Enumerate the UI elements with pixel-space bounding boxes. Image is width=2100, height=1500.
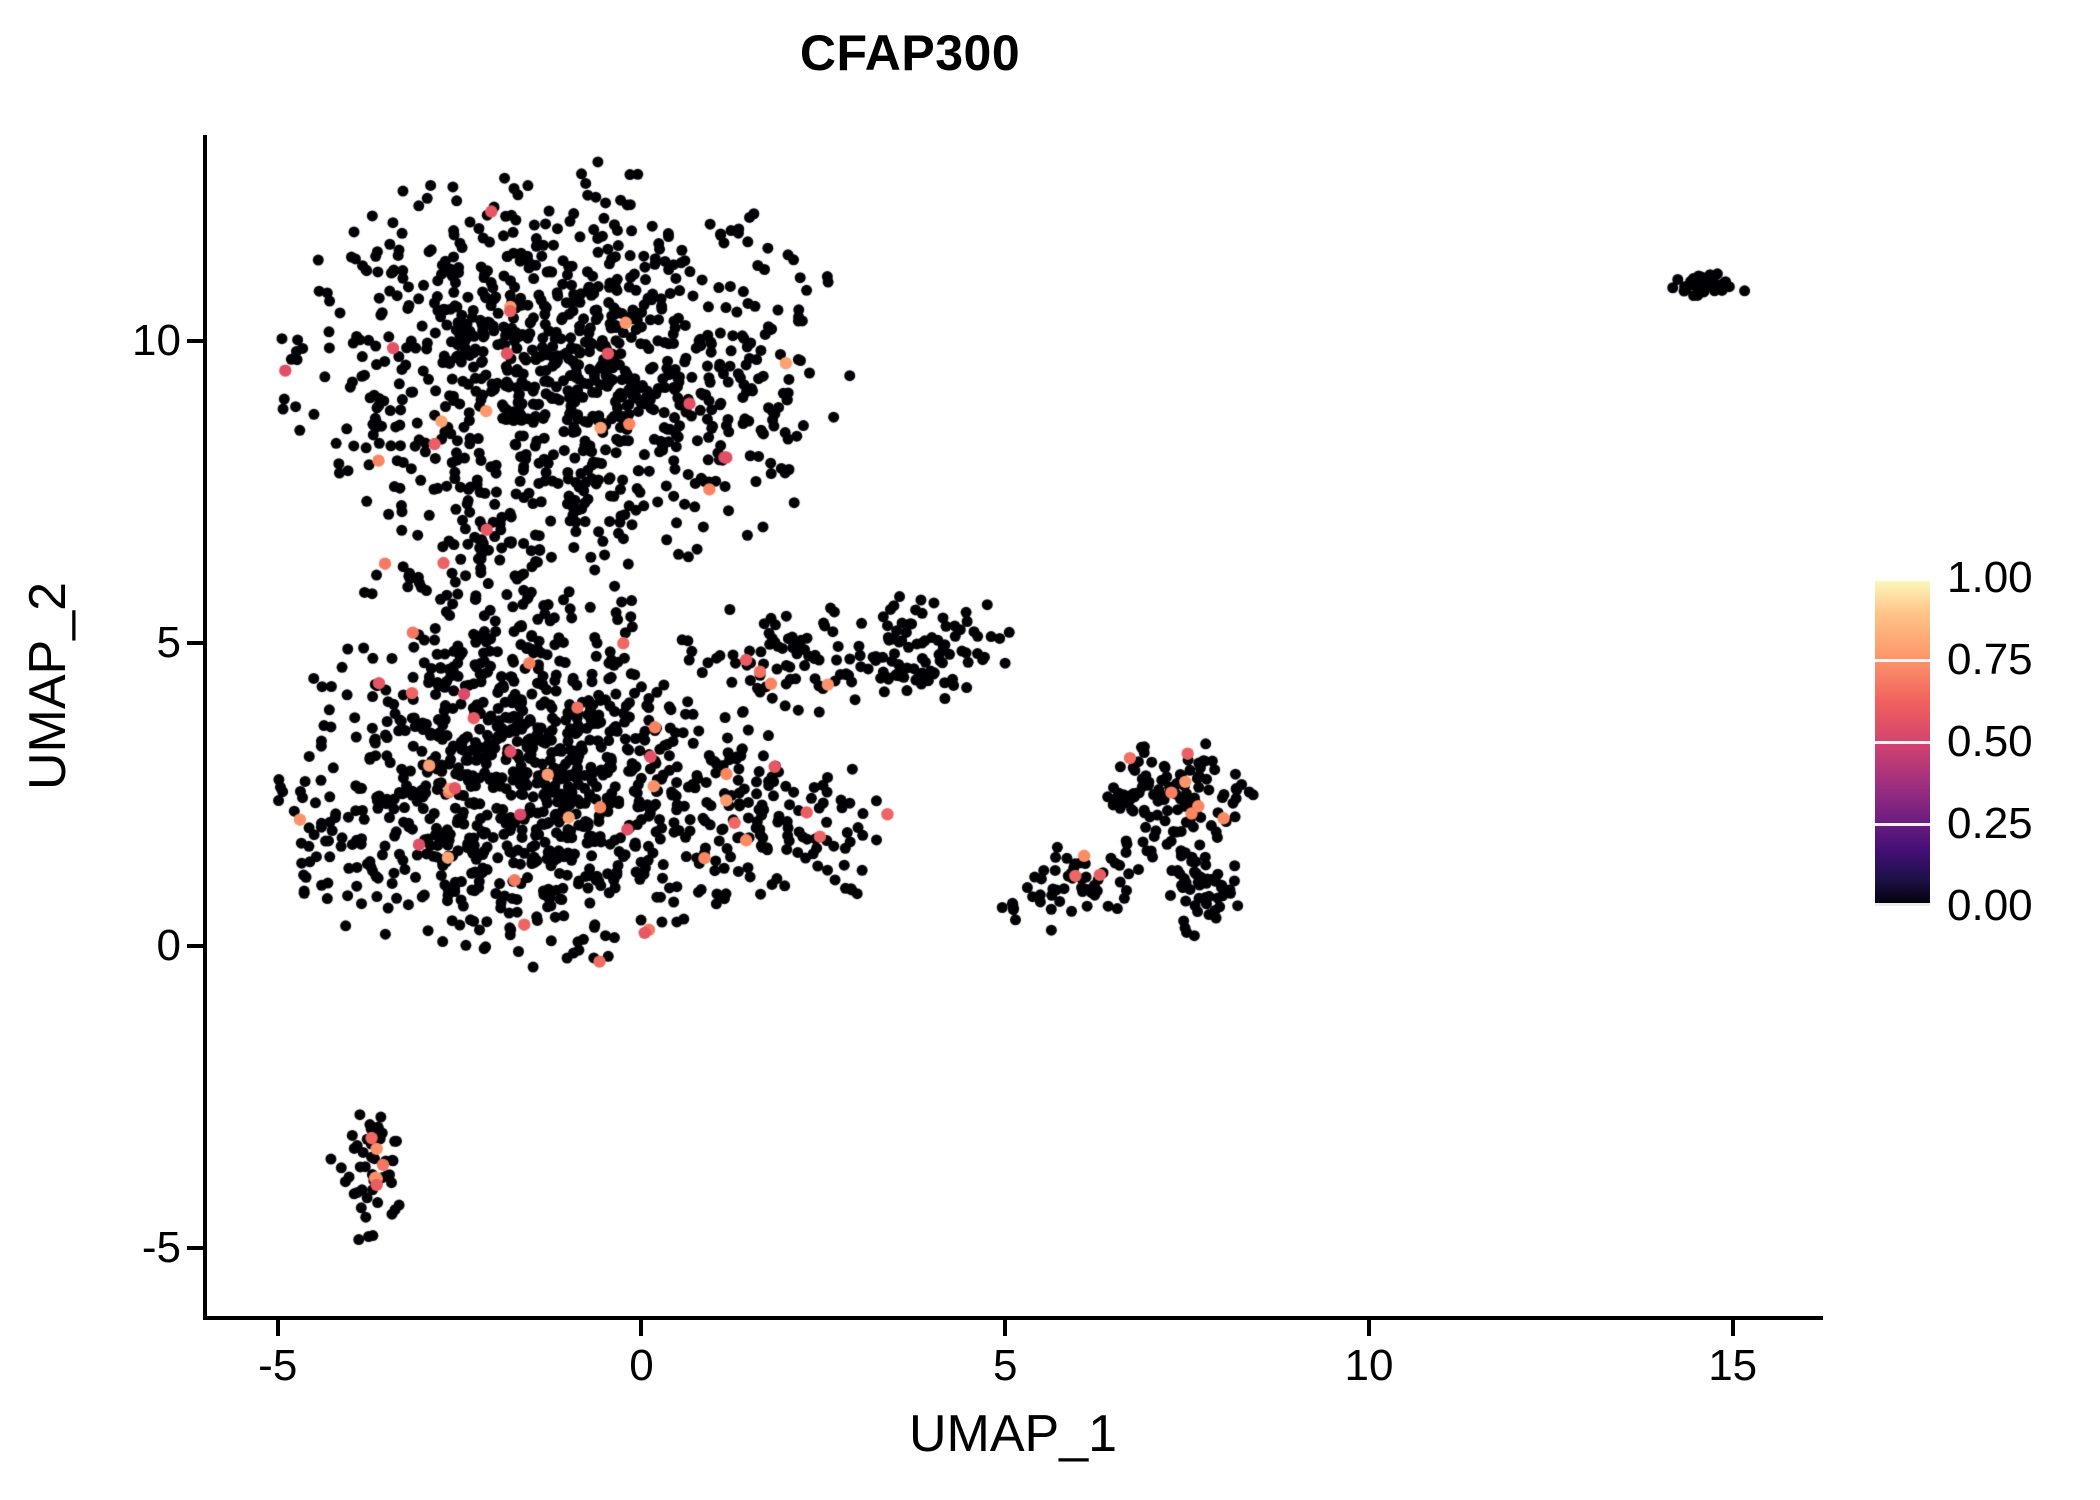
y-axis-title: UMAP_2	[19, 581, 77, 791]
colorbar-tick-label: 0.25	[1947, 799, 2033, 848]
y-tick-mark	[187, 1246, 203, 1251]
y-tick-mark	[187, 641, 203, 646]
colorbar-tick-label: 0.75	[1947, 635, 2033, 684]
y-axis-line	[203, 135, 207, 1320]
y-tick-mark	[187, 943, 203, 948]
x-tick-label: 15	[1708, 1341, 1758, 1390]
colorbar-legend: 1.00 0.75 0.50 0.25 0.00	[1875, 556, 2075, 928]
x-tick-mark	[1003, 1320, 1008, 1336]
x-axis-line	[203, 1316, 1823, 1320]
colorbar-tick-mark	[1875, 740, 1930, 744]
colorbar-tick-mark	[1875, 578, 1930, 581]
x-tick-mark	[1366, 1320, 1371, 1336]
x-tick-label: 10	[1344, 1341, 1394, 1390]
plot-panel	[205, 135, 1820, 1315]
y-tick-mark	[187, 338, 203, 343]
x-tick-mark	[639, 1320, 644, 1336]
colorbar-tick-label: 0.50	[1947, 717, 2033, 766]
x-tick-label: 0	[629, 1341, 654, 1390]
colorbar-tick-mark	[1875, 822, 1930, 826]
page-title: CFAP300	[799, 25, 1021, 81]
y-tick-label: -5	[141, 1223, 181, 1273]
x-tick-mark	[275, 1320, 280, 1336]
scatter-points-canvas	[205, 135, 1820, 1315]
colorbar-tick-mark	[1875, 903, 1930, 906]
y-tick-label: 5	[156, 618, 181, 668]
colorbar-tick-label: 1.00	[1947, 553, 2033, 602]
colorbar-tick-label: 0.00	[1947, 881, 2033, 930]
colorbar-tick-mark	[1875, 658, 1930, 662]
x-tick-label: 5	[992, 1341, 1018, 1390]
y-tick-label: 10	[132, 315, 181, 365]
colorbar-gradient	[1875, 578, 1930, 906]
x-axis-title: UMAP_1	[908, 1405, 1118, 1463]
x-tick-mark	[1730, 1320, 1735, 1336]
y-tick-label: 0	[156, 920, 181, 970]
x-tick-label: -5	[258, 1341, 298, 1390]
